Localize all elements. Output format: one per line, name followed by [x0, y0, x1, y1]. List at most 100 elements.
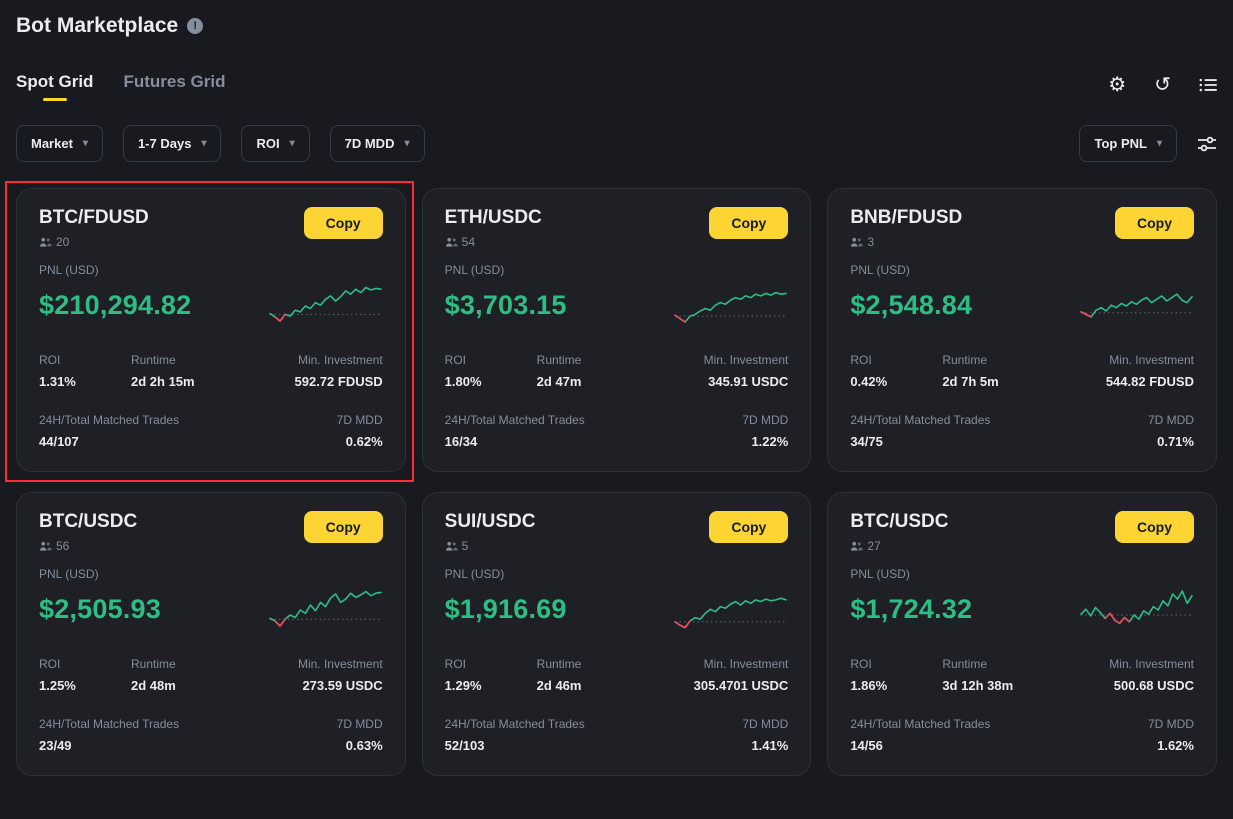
tab-bar: Spot Grid Futures Grid ⚙ ↺	[16, 72, 1217, 101]
orders-list-glyph	[1199, 78, 1217, 92]
bot-card[interactable]: SUI/USDC 5 Copy PNL (USD) $1,916.69	[421, 492, 812, 776]
roi-value: 1.31%	[39, 374, 76, 389]
stat-mdd: 7D MDD 0.71%	[1148, 413, 1194, 449]
runtime-label: Runtime	[131, 657, 176, 671]
pnl-label: PNL (USD)	[850, 263, 910, 277]
stat-mdd: 7D MDD 1.62%	[1148, 717, 1194, 753]
runtime-label: Runtime	[536, 657, 582, 671]
roi-label: ROI	[444, 657, 466, 671]
roi-value: 1.86%	[850, 678, 888, 693]
toolbar: ⚙ ↺	[1108, 75, 1217, 101]
copiers: 27	[850, 539, 948, 553]
bottom-row: 24H/Total Matched Trades 34/75 7D MDD 0.…	[850, 413, 1194, 449]
trades-value: 14/56	[850, 738, 883, 753]
pnl-sparkline-chart	[268, 286, 382, 322]
min-investment-value: 273.59 USDC	[302, 678, 383, 693]
stats-row: ROI 1.86% Runtime 3d 12h 38m Min. Invest…	[850, 657, 1194, 693]
copiers-people-icon	[40, 237, 52, 247]
runtime-value: 2d 47m	[536, 374, 582, 389]
copiers-people-icon	[40, 541, 52, 551]
copiers-people-icon	[445, 541, 458, 551]
min-investment-label: Min. Investment	[297, 353, 383, 367]
chevron-down-icon: ▾	[82, 137, 88, 149]
stat-matched-trades: 24H/Total Matched Trades 23/49	[39, 717, 179, 753]
advanced-filters-sliders-icon[interactable]	[1197, 135, 1217, 153]
stat-matched-trades: 24H/Total Matched Trades 16/34	[445, 413, 585, 449]
pnl-row: $210,294.82	[39, 279, 383, 331]
tab-futures-grid[interactable]: Futures Grid	[123, 72, 226, 91]
copiers-people-icon	[445, 237, 458, 247]
pnl-label: PNL (USD)	[850, 567, 910, 581]
stat-min-investment: Min. Investment 500.68 USDC	[1109, 657, 1194, 693]
filter-roi-dropdown[interactable]: ROI ▾	[241, 125, 310, 162]
min-investment-value: 592.72 FDUSD	[294, 374, 383, 389]
stat-min-investment: Min. Investment 544.82 FDUSD	[1106, 353, 1194, 389]
mdd-label: 7D MDD	[336, 413, 383, 427]
pnl-label: PNL (USD)	[39, 567, 99, 581]
min-investment-label: Min. Investment	[703, 353, 789, 367]
mdd-value: 1.41%	[751, 738, 789, 753]
stat-roi: ROI 1.25%	[39, 657, 131, 693]
sliders-glyph	[1198, 136, 1216, 151]
filter-days-dropdown[interactable]: 1-7 Days ▾	[122, 125, 222, 162]
bottom-row: 24H/Total Matched Trades 44/107 7D MDD 0…	[39, 413, 383, 449]
copy-button[interactable]: Copy	[303, 207, 383, 239]
bot-card[interactable]: BNB/FDUSD 3 Copy PNL (USD) $2,548.84	[827, 188, 1217, 472]
roi-value: 1.29%	[444, 678, 482, 693]
bottom-row: 24H/Total Matched Trades 14/56 7D MDD 1.…	[850, 717, 1194, 753]
stat-runtime: Runtime 2d 48m	[131, 657, 298, 693]
copy-button[interactable]: Copy	[303, 511, 383, 543]
bottom-row: 24H/Total Matched Trades 23/49 7D MDD 0.…	[39, 717, 383, 753]
mdd-value: 0.63%	[345, 738, 383, 753]
trades-label: 24H/Total Matched Trades	[444, 717, 585, 731]
bot-card[interactable]: BTC/USDC 56 Copy PNL (USD) $2,505.93	[16, 492, 406, 776]
copiers-people-icon	[851, 541, 864, 551]
tab-spot-grid[interactable]: Spot Grid	[16, 72, 93, 101]
trades-label: 24H/Total Matched Trades	[444, 413, 585, 427]
mdd-label: 7D MDD	[1147, 717, 1194, 731]
copiers-count: 5	[461, 539, 469, 553]
refresh-icon[interactable]: ↺	[1154, 74, 1171, 96]
copy-button[interactable]: Copy	[1114, 207, 1194, 239]
mdd-label: 7D MDD	[742, 413, 789, 427]
copiers: 20	[39, 235, 149, 249]
roi-label: ROI	[444, 353, 466, 367]
min-investment-value: 305.4701 USDC	[693, 678, 789, 693]
min-investment-value: 544.82 FDUSD	[1105, 374, 1194, 389]
trading-pair: ETH/USDC	[444, 207, 542, 228]
copy-button[interactable]: Copy	[1114, 511, 1194, 543]
trades-label: 24H/Total Matched Trades	[850, 413, 991, 427]
bot-card[interactable]: ETH/USDC 54 Copy PNL (USD) $3,703.15	[421, 188, 812, 472]
chevron-down-icon: ▾	[404, 137, 410, 149]
copiers: 5	[445, 539, 536, 553]
filter-market-dropdown[interactable]: Market ▾	[16, 125, 103, 162]
min-investment-value: 500.68 USDC	[1113, 678, 1194, 693]
info-icon[interactable]: !	[187, 18, 204, 34]
trading-pair: BTC/USDC	[39, 511, 138, 532]
chevron-down-icon: ▾	[289, 137, 295, 149]
page-title: Bot Marketplace	[16, 14, 179, 37]
trading-pair: BTC/USDC	[850, 511, 949, 532]
min-investment-label: Min. Investment	[1109, 353, 1194, 367]
stat-min-investment: Min. Investment 592.72 FDUSD	[295, 353, 383, 389]
pnl-sparkline-chart	[674, 291, 788, 323]
copy-button[interactable]: Copy	[709, 207, 789, 239]
sort-dropdown[interactable]: Top PNL ▾	[1079, 125, 1177, 162]
orders-list-icon[interactable]	[1199, 77, 1217, 93]
stat-runtime: Runtime 3d 12h 38m	[942, 657, 1109, 693]
card-header: SUI/USDC 5 Copy	[445, 511, 789, 553]
mdd-label: 7D MDD	[1147, 413, 1194, 427]
stat-roi: ROI 1.31%	[39, 353, 131, 389]
trades-value: 44/107	[39, 434, 79, 449]
pair-block: SUI/USDC 5	[445, 511, 536, 553]
mdd-value: 0.71%	[1157, 434, 1194, 449]
pnl-sparkline-chart	[674, 597, 788, 629]
bot-card[interactable]: BTC/USDC 27 Copy PNL (USD) $1,724.32	[827, 492, 1217, 776]
settings-gear-icon[interactable]: ⚙	[1108, 74, 1127, 96]
copiers-count: 54	[461, 235, 476, 249]
filter-mdd-dropdown[interactable]: 7D MDD ▾	[329, 125, 425, 162]
card-header: ETH/USDC 54 Copy	[445, 207, 789, 249]
copy-button[interactable]: Copy	[709, 511, 789, 543]
runtime-label: Runtime	[131, 353, 176, 367]
bot-card[interactable]: BTC/FDUSD 20 Copy PNL (USD) $210,294.82	[5, 181, 414, 482]
